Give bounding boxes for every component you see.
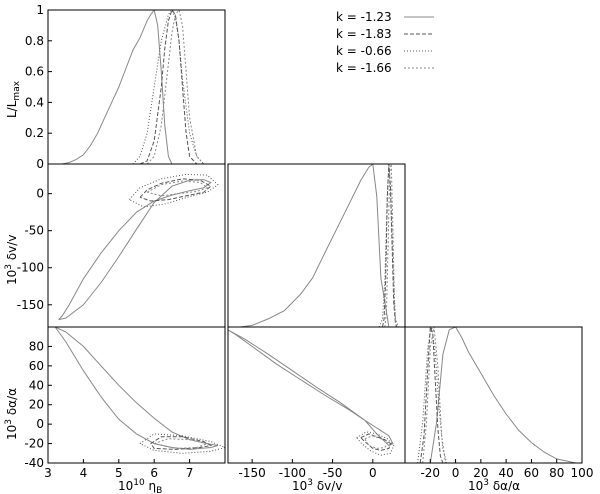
x-tick-label: -50: [323, 466, 343, 480]
series-line-2: [378, 164, 400, 327]
y-axis-title-dalpha: 103 δα/α: [4, 388, 19, 440]
x-tick-label: 40: [499, 466, 514, 480]
panel-dv-likelihood: [227, 163, 406, 328]
x-tick-label: 80: [549, 466, 564, 480]
panel-eta_b-vs-dv: 0 -50 -100 -150: [17, 163, 226, 328]
y-tick-label: 0.2: [25, 126, 44, 140]
series-line-0: [240, 164, 390, 327]
y-axis-title-dv: 103 δv/v: [4, 235, 19, 285]
legend-label-0: k = -1.23: [336, 10, 392, 24]
series-line-1: [150, 436, 213, 450]
x-tick-label: 5: [115, 466, 123, 480]
series-line-0: [54, 327, 219, 450]
x-tick-label: 20: [473, 466, 488, 480]
y-tick-label: 40: [29, 378, 44, 392]
series-line-3: [146, 180, 209, 197]
series-line-1: [139, 10, 198, 164]
legend-label-2: k = -0.66: [336, 44, 392, 58]
panel-frame: [47, 9, 226, 165]
y-tick-label: 80: [29, 339, 44, 353]
panel-frame: [404, 326, 583, 464]
y-tick-label: 0: [36, 187, 44, 201]
x-tick-label: -100: [279, 466, 306, 480]
y-tick-label: 0.8: [25, 34, 44, 48]
series-line-0: [429, 327, 576, 463]
y-tick-label: 60: [29, 359, 44, 373]
panel-frame: [47, 326, 226, 464]
y-tick-label: -50: [24, 224, 44, 238]
y-tick-label: -100: [17, 261, 44, 275]
panel-eta_b-vs-dalpha: 3 4 5 6 7 -40 -20 0 20 40 60 80: [24, 326, 226, 480]
x-tick-label: 6: [150, 466, 158, 480]
series-line-0: [228, 329, 394, 447]
legend-label-1: k = -1.83: [336, 27, 392, 41]
x-axis-title-dv: 103 δv/v: [292, 478, 342, 493]
x-tick-label: 4: [80, 466, 88, 480]
x-tick-label: 0: [369, 466, 377, 480]
x-tick-label: 100: [571, 466, 594, 480]
panel-dv-vs-dalpha: -150 -100 -50 0: [227, 326, 406, 480]
x-tick-label: 7: [186, 466, 194, 480]
panel-frame: [227, 326, 406, 464]
y-tick-label: 20: [29, 398, 44, 412]
series-line-2: [129, 173, 219, 208]
legend-label-3: k = -1.66: [336, 61, 392, 75]
series-line-3: [422, 327, 446, 463]
y-tick-label: -150: [17, 298, 44, 312]
x-tick-label: 0: [452, 466, 460, 480]
series-line-2: [132, 10, 205, 164]
y-tick-label: 0.4: [25, 95, 44, 109]
series-line-3: [146, 10, 205, 164]
x-tick-label: 3: [44, 466, 52, 480]
y-tick-label: -20: [24, 437, 44, 451]
y-axis-title-likelihood: L/Lmax: [5, 80, 22, 118]
x-tick-label: -20: [420, 466, 440, 480]
panel-frame: [227, 163, 406, 328]
panel-eta_b-likelihood: 0 0.2 0.4 0.6 0.8 1: [25, 3, 226, 171]
y-tick-label: 0: [36, 157, 44, 171]
x-axis-title-dalpha: 103 δα/α: [468, 478, 520, 493]
series-line-1: [382, 164, 398, 327]
x-axis-title-eta-b: 1010 ηB: [118, 478, 162, 494]
series-line-3: [384, 164, 397, 327]
x-tick-label: 60: [524, 466, 539, 480]
series-line-1: [419, 327, 444, 463]
series-line-3: [364, 435, 388, 449]
y-tick-label: -40: [24, 456, 44, 470]
panel-dalpha-likelihood: -20 0 20 40 60 80 100: [404, 326, 594, 480]
series-line-0: [58, 179, 212, 321]
series-line-0: [62, 10, 173, 164]
y-tick-label: 0: [36, 417, 44, 431]
x-tick-label: -150: [239, 466, 266, 480]
y-tick-label: 0.6: [25, 65, 44, 79]
legend: k = -1.23 k = -1.83 k = -0.66 k = -1.66: [336, 10, 434, 75]
series-line-1: [139, 178, 212, 202]
y-tick-label: 1: [36, 3, 44, 17]
